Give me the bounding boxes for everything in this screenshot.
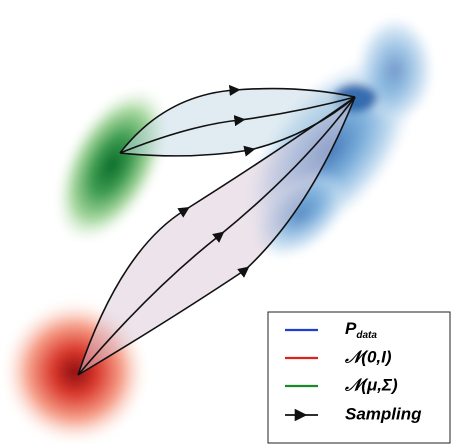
legend-box (267, 311, 451, 444)
legend-label: 𝒩(0,I) (344, 347, 392, 366)
sampling-path (77, 96, 356, 376)
legend-label: 𝒩(μ,Σ) (344, 375, 398, 394)
legend: Pdata 𝒩(0,I) 𝒩(μ,Σ) Sampling (267, 311, 451, 444)
sampling-path (77, 96, 356, 376)
legend-label: Sampling (345, 404, 422, 423)
sampling-path (119, 84, 356, 154)
green-density (55, 87, 169, 243)
sampling-path (77, 96, 356, 376)
sampling-path (119, 96, 356, 154)
legend-label: Pdata (345, 319, 377, 340)
